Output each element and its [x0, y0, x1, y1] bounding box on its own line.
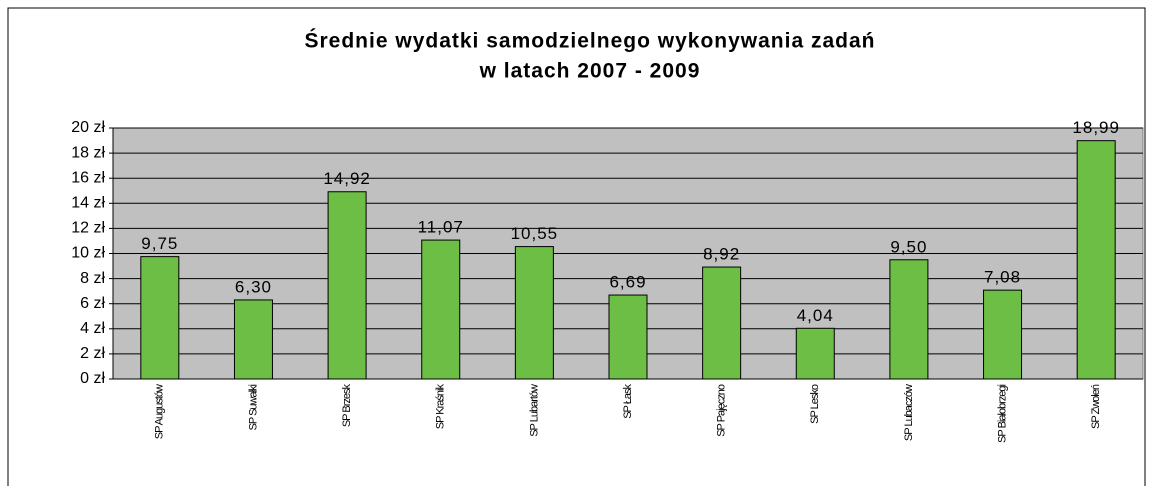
x-tick-label: SP Suwałki [247, 384, 259, 430]
bar [140, 256, 180, 380]
y-tick-label: 0 zł [80, 370, 105, 387]
y-tick-label: 12 zł [71, 220, 105, 237]
bar [421, 239, 461, 380]
bar [233, 299, 273, 380]
y-tick-label: 14 zł [71, 195, 105, 212]
value-label: 6,30 [235, 277, 272, 296]
bar [608, 294, 648, 380]
y-tick-label: 2 zł [80, 345, 105, 362]
value-label: 14,92 [323, 169, 371, 188]
value-label: 6,69 [609, 273, 646, 292]
bar [889, 259, 929, 380]
x-tick-label: SP Zwoleń [1090, 384, 1102, 429]
value-label: 8,92 [703, 245, 740, 264]
bar [702, 266, 742, 380]
x-tick-label: SP Łask [622, 384, 634, 419]
value-label: 7,08 [984, 268, 1021, 287]
value-label: 18,99 [1072, 118, 1120, 137]
bar [983, 289, 1023, 380]
bar [1076, 140, 1116, 380]
y-tick-label: 16 zł [71, 169, 105, 186]
y-tick-label: 10 zł [71, 245, 105, 262]
bar [795, 327, 835, 380]
chart-title: w latach 2007 - 2009 [479, 60, 701, 83]
x-tick-label: SP Lesko [809, 384, 821, 424]
y-tick-label: 18 zł [71, 144, 105, 161]
y-tick-label: 8 zł [80, 270, 105, 287]
value-label: 9,50 [890, 237, 927, 256]
y-tick-label: 6 zł [80, 295, 105, 312]
x-tick-label: SP Lubaczów [903, 384, 915, 441]
x-tick-label: SP Lubartów [528, 384, 540, 437]
bar [514, 246, 554, 380]
x-tick-label: SP Brzesk [341, 384, 353, 428]
x-tick-label: SP Białobrzegi [996, 384, 1008, 443]
value-label: 4,04 [797, 306, 834, 325]
x-tick-label: SP Augustów [154, 384, 166, 439]
value-label: 11,07 [418, 218, 464, 237]
value-label: 10,55 [511, 224, 559, 243]
y-tick-label: 4 zł [80, 320, 105, 337]
bar [327, 191, 367, 380]
x-tick-label: SP Pajęczno [716, 384, 728, 437]
value-label: 9,75 [141, 234, 178, 253]
chart-title: Średnie wydatki samodzielnego wykonywani… [305, 29, 876, 53]
y-tick-label: 20 zł [71, 119, 105, 136]
x-tick-label: SP Kraśnik [435, 384, 447, 430]
